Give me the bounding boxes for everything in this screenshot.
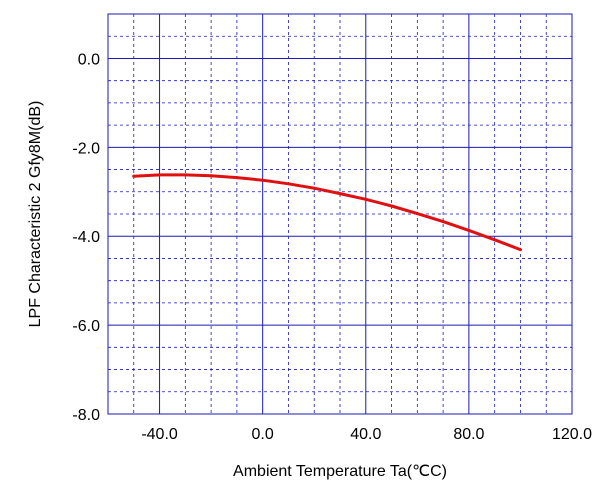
y-tick-label: -8.0 [72,407,100,424]
data-point [235,176,239,180]
data-point [364,197,368,201]
data-point [390,204,394,208]
data-point [158,173,162,177]
data-point [209,174,213,178]
data-point [183,173,187,177]
data-point [312,186,316,190]
x-tick-label: 120.0 [552,426,592,443]
y-tick-label: 0.0 [78,51,100,68]
data-point [132,174,136,178]
data-point [467,228,471,232]
x-tick-label: -40.0 [141,426,178,443]
data-point [493,238,497,242]
y-tick-label: -4.0 [72,229,100,246]
plot-frame [107,13,573,415]
series-line [132,173,522,252]
x-axis-title: Ambient Temperature Ta(℃C) [233,463,447,480]
y-axis-title: LPF Characteristic 2 Gfy8M(dB) [27,101,44,328]
x-tick-label: 40.0 [350,426,381,443]
data-point [286,182,290,186]
data-point [518,248,522,252]
data-point [261,178,265,182]
data-point [415,212,419,216]
data-point [441,220,445,224]
y-tick-label: -2.0 [72,140,100,157]
y-tick-label: -6.0 [72,318,100,335]
data-point [338,192,342,196]
x-tick-label: 80.0 [453,426,484,443]
x-tick-label: 0.0 [252,426,274,443]
